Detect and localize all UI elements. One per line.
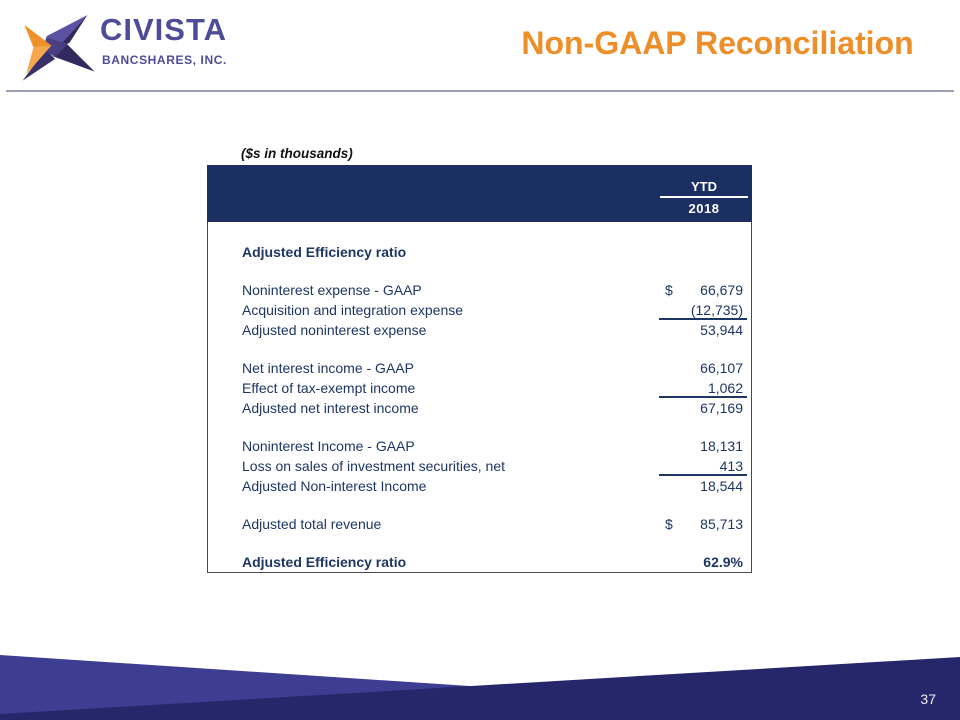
table-row: Net interest income - GAAP 66,107 [208, 358, 751, 378]
row-value: (12,735) [690, 302, 743, 318]
row-amount: 413 [659, 456, 747, 476]
footer-ribbon [0, 655, 960, 720]
row-value: 62.9% [703, 554, 743, 570]
row-label: Adjusted Efficiency ratio [242, 244, 407, 260]
table-row: Adjusted Efficiency ratio [208, 242, 751, 262]
row-amount: 62.9% [659, 552, 747, 572]
row-label: Effect of tax-exempt income [242, 380, 416, 396]
table-row: Adjusted total revenue $85,713 [208, 514, 751, 534]
page-number: 37 [920, 691, 936, 707]
row-label: Adjusted noninterest expense [242, 322, 427, 338]
row-value: 1,062 [707, 380, 743, 396]
column-header-period: YTD [660, 178, 748, 198]
header-divider [6, 90, 954, 92]
footer-ribbon-light [0, 655, 560, 720]
row-amount: 1,062 [659, 378, 747, 398]
logo-company-subname: BANCSHARES, INC. [102, 53, 227, 67]
table-row: Noninterest expense - GAAP $66,679 [208, 280, 751, 300]
row-amount: (12,735) [659, 300, 747, 320]
table-units-note: ($s in thousands) [241, 146, 353, 161]
table-header-band: YTD 2018 [207, 165, 752, 222]
row-label: Acquisition and integration expense [242, 302, 464, 318]
row-value: 53,944 [700, 322, 743, 338]
table-row: Effect of tax-exempt income 1,062 [208, 378, 751, 398]
row-value [743, 242, 747, 262]
dollar-sign: $ [665, 516, 673, 532]
civista-star-icon [22, 14, 95, 81]
row-amount: 53,944 [659, 320, 747, 340]
row-value: 67,169 [700, 400, 743, 416]
row-gap [208, 534, 751, 552]
row-amount: 18,544 [659, 476, 747, 496]
table-row: Loss on sales of investment securities, … [208, 456, 751, 476]
table-row: Adjusted Efficiency ratio 62.9% [208, 552, 751, 572]
row-value: 85,713 [700, 516, 743, 532]
row-label: Adjusted Non-interest Income [242, 478, 427, 494]
row-amount: 66,107 [659, 358, 747, 378]
row-label: Adjusted Efficiency ratio [242, 554, 407, 570]
footer-ribbon-dark [0, 657, 960, 720]
row-gap [208, 418, 751, 436]
row-amount: $85,713 [659, 514, 747, 534]
row-amount: $66,679 [659, 280, 747, 300]
row-gap [208, 340, 751, 358]
row-value: 18,544 [700, 478, 743, 494]
table-row: Adjusted noninterest expense 53,944 [208, 320, 751, 340]
table-row: Acquisition and integration expense (12,7… [208, 300, 751, 320]
column-header-year: 2018 [688, 201, 720, 216]
dollar-sign: $ [665, 282, 673, 298]
row-gap [208, 496, 751, 514]
row-value: 18,131 [700, 438, 743, 454]
row-label: Loss on sales of investment securities, … [242, 458, 506, 474]
row-label: Adjusted net interest income [242, 400, 419, 416]
row-amount: 18,131 [659, 436, 747, 456]
slide-title: Non-GAAP Reconciliation [521, 25, 914, 61]
row-label: Noninterest expense - GAAP [242, 282, 422, 298]
row-value: 413 [719, 458, 743, 474]
row-amount: 67,169 [659, 398, 747, 418]
logo-company-name: CIVISTA [100, 12, 227, 47]
reconciliation-table: YTD 2018 Adjusted Efficiency ratio Nonint… [207, 165, 752, 573]
row-value: 66,679 [700, 282, 743, 298]
row-label: Noninterest Income - GAAP [242, 438, 415, 454]
table-row: Adjusted net interest income 67,169 [208, 398, 751, 418]
table-body: Adjusted Efficiency ratio Noninterest exp… [208, 222, 751, 572]
row-amount [659, 242, 747, 262]
table-row: Adjusted Non-interest Income 18,544 [208, 476, 751, 496]
row-label: Adjusted total revenue [242, 516, 382, 532]
column-header: YTD 2018 [660, 178, 748, 217]
row-gap [208, 262, 751, 280]
table-row: Noninterest Income - GAAP 18,131 [208, 436, 751, 456]
row-label: Net interest income - GAAP [242, 360, 414, 376]
row-value: 66,107 [700, 360, 743, 376]
